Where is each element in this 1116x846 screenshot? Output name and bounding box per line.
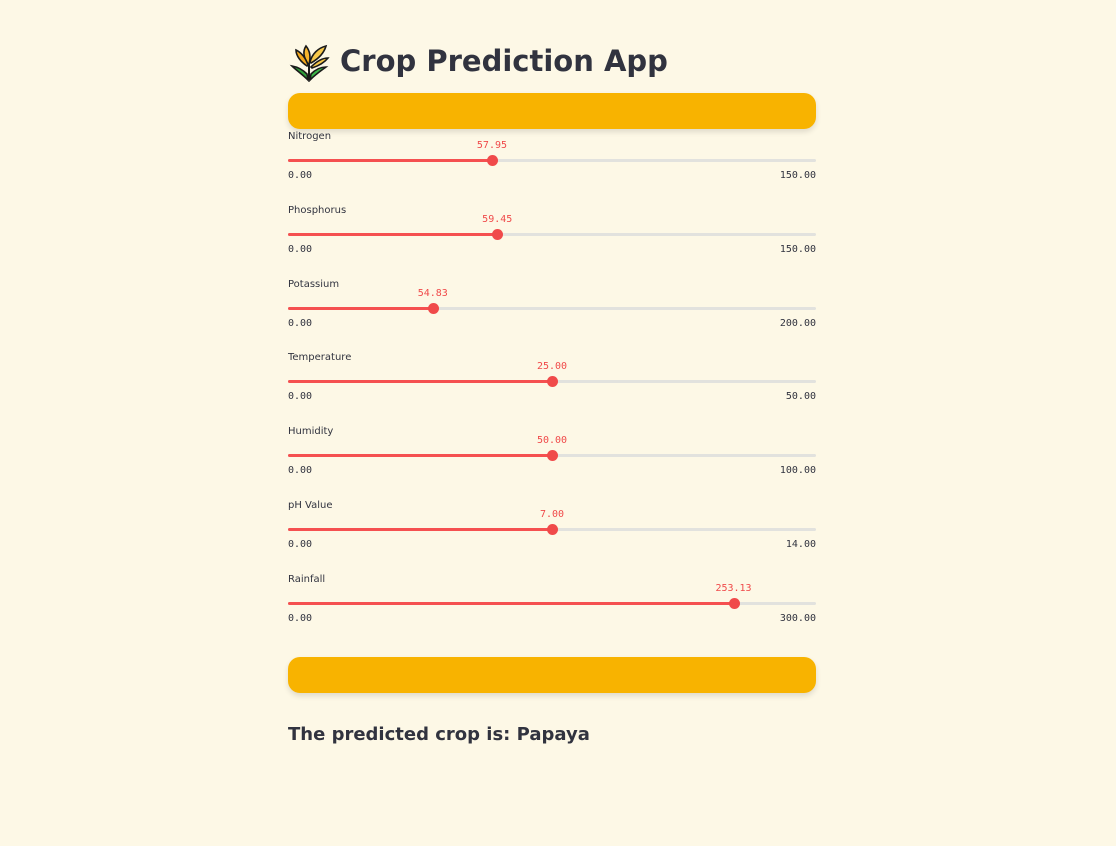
nitrogen-slider-track[interactable] [288,159,816,162]
potassium-slider-thumb[interactable] [427,302,439,314]
nitrogen-slider-min: 0.00 [288,170,313,181]
ph-value-slider-label: pH Value [288,500,333,511]
phosphorus-slider-value: 59.45 [482,213,513,225]
ph-value-slider-min: 0.00 [288,539,313,550]
potassium-slider-track[interactable] [288,306,816,310]
rainfall-slider-min: 0.00 [288,612,313,624]
page-title-text: Crop Prediction App [340,44,668,78]
sheaf-of-rice-icon [289,44,330,82]
nitrogen-slider-value: 57.95 [476,140,508,151]
page-title: Crop Prediction App [288,38,668,84]
rainfall-slider-max: 300.00 [779,612,816,624]
humidity-slider-fill [288,454,552,458]
phosphorus-slider-min: 0.00 [288,243,313,255]
ph-value-slider-max: 14.00 [785,539,816,550]
humidity-slider-thumb[interactable] [547,450,558,462]
bottom-banner [288,657,816,693]
humidity-slider[interactable]: Humidity 50.00 0.00 100.00 [288,426,816,486]
temperature-slider-label: Temperature [288,352,352,364]
temperature-slider-max: 50.00 [785,391,816,403]
phosphorus-slider-fill [288,232,498,236]
phosphorus-slider-label: Phosphorus [288,204,347,216]
rainfall-slider-value: 253.13 [715,582,752,594]
rainfall-slider-fill [288,601,734,605]
temperature-slider[interactable]: Temperature 25.00 0.00 50.00 [288,352,816,412]
ph-value-slider-fill [288,528,552,531]
nitrogen-slider[interactable]: Nitrogen 57.95 0.00 150.00 [288,131,816,191]
potassium-slider-fill [288,306,433,310]
temperature-slider-thumb[interactable] [547,376,558,388]
potassium-slider-value: 54.83 [417,287,448,299]
rainfall-slider-track[interactable] [288,601,816,605]
nitrogen-slider-label: Nitrogen [288,131,332,142]
phosphorus-slider[interactable]: Phosphorus 59.45 0.00 150.00 [288,205,816,265]
humidity-slider-value: 50.00 [536,435,568,447]
humidity-slider-max: 100.00 [779,465,816,477]
rainfall-slider-thumb[interactable] [728,597,740,609]
rainfall-slider-label: Rainfall [288,573,326,585]
nitrogen-slider-thumb[interactable] [486,155,498,166]
phosphorus-slider-track[interactable] [288,232,816,236]
ph-value-slider[interactable]: pH Value 7.00 0.00 14.00 [288,500,816,560]
potassium-slider-min: 0.00 [288,317,313,329]
potassium-slider-label: Potassium [288,278,340,290]
humidity-slider-label: Humidity [288,426,334,438]
rainfall-slider[interactable]: Rainfall 253.13 0.00 300.00 [288,574,816,634]
ph-value-slider-thumb[interactable] [547,524,558,535]
temperature-slider-value: 25.00 [536,361,568,373]
prediction-result: The predicted crop is: Papaya [288,724,590,745]
potassium-slider[interactable]: Potassium 54.83 0.00 200.00 [288,279,816,339]
ph-value-slider-value: 7.00 [539,509,565,520]
nitrogen-slider-fill [288,159,492,162]
top-banner [288,93,816,129]
nitrogen-slider-max: 150.00 [779,170,816,181]
phosphorus-slider-thumb[interactable] [492,228,504,240]
temperature-slider-fill [288,380,552,384]
phosphorus-slider-max: 150.00 [779,243,816,255]
humidity-slider-min: 0.00 [288,465,313,477]
potassium-slider-max: 200.00 [779,317,816,329]
temperature-slider-min: 0.00 [288,391,313,403]
